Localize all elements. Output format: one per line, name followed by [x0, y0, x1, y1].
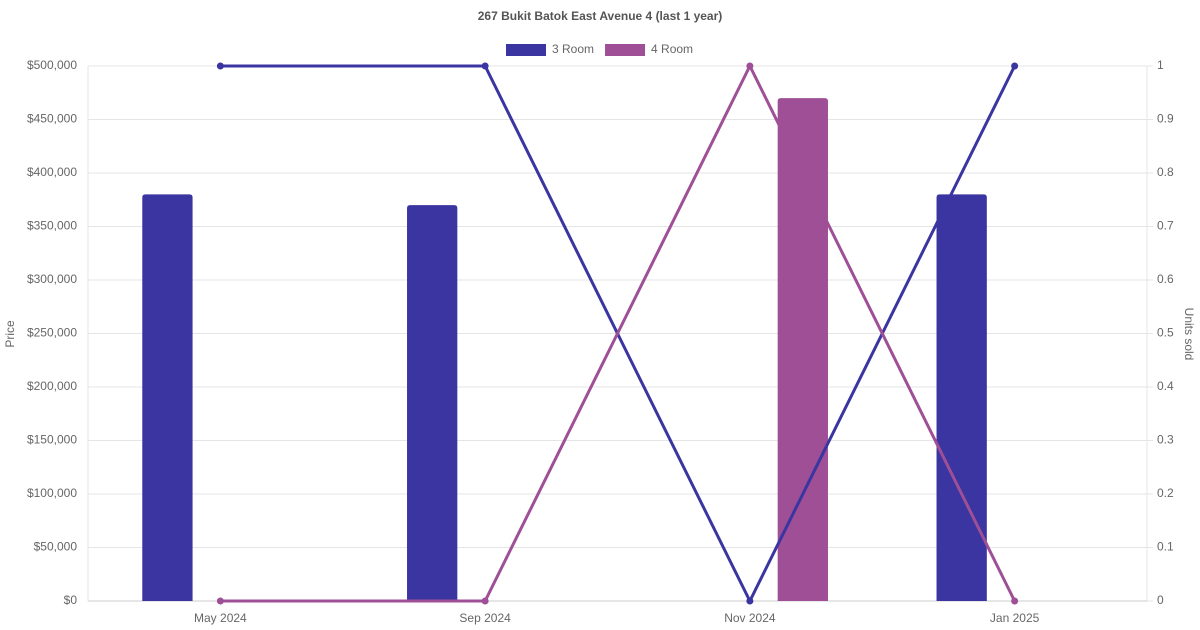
y2-tick-label: 0.3 [1157, 433, 1174, 447]
y2-tick-label: 0.6 [1157, 272, 1174, 286]
y-tick-label: $250,000 [27, 326, 77, 340]
y-tick-label: $0 [64, 593, 78, 607]
legend-label: 4 Room [651, 42, 693, 56]
y-tick-label: $450,000 [27, 112, 77, 126]
bar [407, 205, 458, 601]
line [220, 62, 1016, 603]
legend-swatch [506, 44, 546, 56]
point [746, 62, 754, 70]
y2-tick-label: 0.1 [1157, 540, 1174, 554]
bar [777, 98, 828, 601]
legend-label: 3 Room [552, 42, 594, 56]
point [481, 597, 489, 605]
point [216, 597, 224, 605]
point [1011, 62, 1019, 70]
y-tick-label: $50,000 [34, 540, 78, 554]
point [481, 62, 489, 70]
y-axis-title: Price [3, 320, 17, 348]
y-tick-label: $400,000 [27, 165, 77, 179]
y2-tick-label: 0.2 [1157, 486, 1174, 500]
y-tick-label: $200,000 [27, 379, 77, 393]
y2-axis-title: Units sold [1182, 308, 1196, 361]
y-tick-label: $300,000 [27, 272, 77, 286]
y-tick-label: $100,000 [27, 486, 77, 500]
chart-title: 267 Bukit Batok East Avenue 4 (last 1 ye… [478, 9, 723, 23]
bar [142, 194, 193, 601]
x-tick-label: Nov 2024 [724, 611, 776, 625]
legend-swatch [605, 44, 646, 56]
point [216, 62, 224, 70]
y-tick-label: $350,000 [27, 219, 77, 233]
bar [936, 194, 987, 601]
y2-tick-label: 0.7 [1157, 219, 1174, 233]
y2-tick-label: 0.5 [1157, 326, 1174, 340]
y-tick-label: $150,000 [27, 433, 77, 447]
y2-tick-label: 0 [1157, 593, 1164, 607]
x-tick-label: Sep 2024 [459, 611, 511, 625]
point [1011, 597, 1019, 605]
y2-tick-label: 0.8 [1157, 165, 1174, 179]
y2-tick-label: 0.9 [1157, 112, 1174, 126]
y2-tick-label: 1 [1157, 58, 1164, 72]
x-tick-label: Jan 2025 [990, 611, 1040, 625]
x-tick-label: May 2024 [194, 611, 247, 625]
y2-tick-label: 0.4 [1157, 379, 1174, 393]
point [746, 597, 754, 605]
y-tick-label: $500,000 [27, 58, 77, 72]
